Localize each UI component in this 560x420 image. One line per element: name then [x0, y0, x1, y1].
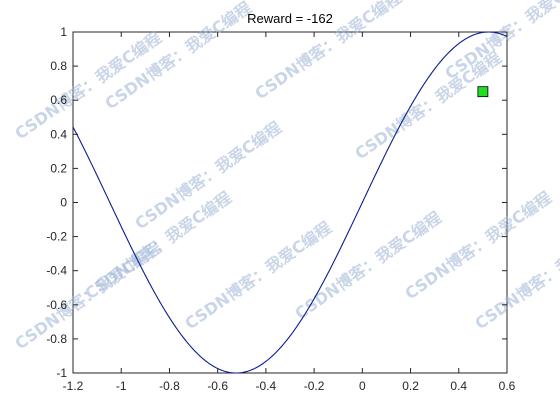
- x-tick-label: 0: [359, 379, 366, 393]
- x-tick-label: 0.4: [450, 379, 467, 393]
- y-tick-label: 0.2: [50, 161, 67, 175]
- x-tick-label: -0.2: [304, 379, 325, 393]
- x-tick-label: -1.2: [63, 379, 84, 393]
- x-tick-label: -0.8: [159, 379, 180, 393]
- x-tick-label: 0.6: [499, 379, 516, 393]
- y-tick-label: 0.8: [50, 59, 67, 73]
- x-tick-label: -0.4: [256, 379, 277, 393]
- y-tick-label: 0.6: [50, 93, 67, 107]
- x-axis: -1.2 -1 -0.8 -0.6 -0.4 -0.2 0 0.2 0.4 0.6: [63, 32, 516, 393]
- plot-area: [72, 31, 508, 374]
- y-tick-label: -0.8: [46, 332, 67, 346]
- y-tick-label: 0.4: [50, 127, 67, 141]
- y-axis: -1 -0.8 -0.6 -0.4 -0.2 0 0.2 0.4 0.6 0.8 1: [46, 25, 507, 380]
- y-tick-label: -0.4: [46, 264, 67, 278]
- y-tick-label: -0.2: [46, 230, 67, 244]
- y-tick-label: 1: [60, 25, 67, 39]
- sine-curve: [72, 31, 508, 374]
- y-tick-label: 0: [60, 196, 67, 210]
- x-tick-label: 0.2: [402, 379, 419, 393]
- position-marker: [477, 86, 489, 98]
- y-tick-label: -1: [56, 366, 67, 380]
- axes-box: [72, 31, 508, 374]
- y-tick-label: -0.6: [46, 298, 67, 312]
- x-tick-label: -0.6: [207, 379, 228, 393]
- x-tick-label: -1: [116, 379, 127, 393]
- chart-title: Reward = -162: [247, 11, 333, 26]
